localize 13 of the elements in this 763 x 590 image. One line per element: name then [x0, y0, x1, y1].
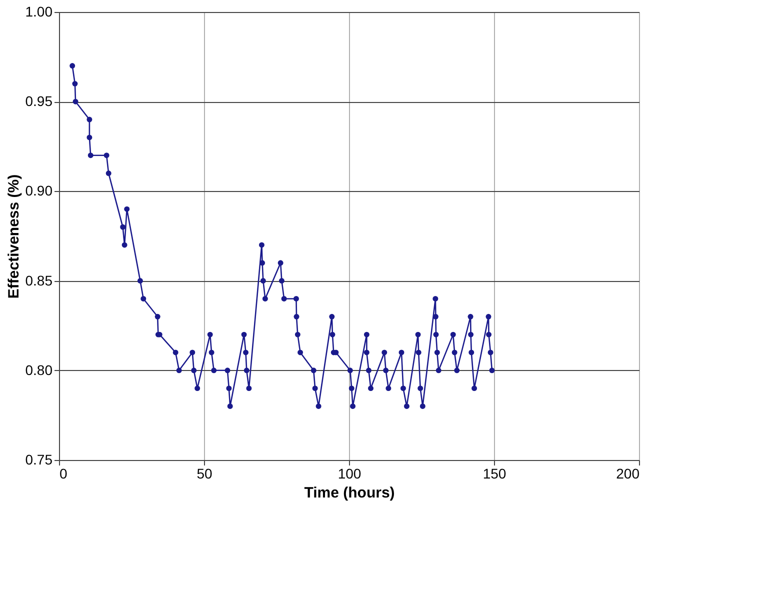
x-tick-label: 50 [196, 466, 212, 482]
y-tick-label: 0.75 [25, 452, 53, 468]
y-tick-label: 1.00 [25, 4, 53, 20]
y-tick-label: 0.90 [25, 182, 53, 199]
y-axis-title: Effectiveness (%) [5, 174, 22, 299]
x-tick-label: 200 [616, 466, 640, 482]
y-tick-label: 0.85 [25, 272, 53, 288]
y-tick-label: 0.80 [25, 362, 53, 378]
x-tick-label: 0 [60, 466, 68, 482]
y-tick-label: 0.95 [25, 93, 53, 110]
x-tick-label: 100 [338, 466, 362, 482]
x-axis-title: Time (hours) [304, 484, 395, 502]
x-tick-label: 150 [482, 466, 506, 482]
